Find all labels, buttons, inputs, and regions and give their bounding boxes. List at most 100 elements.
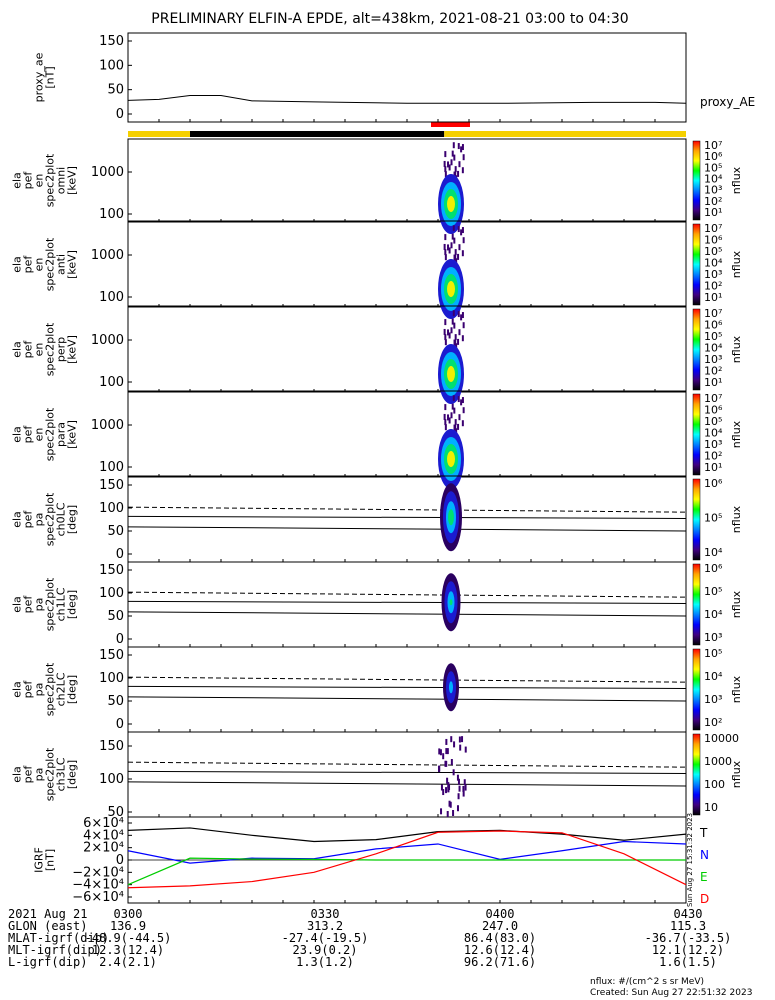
igrf-legend-E: E xyxy=(700,870,708,884)
spectrogram-speckle-anti-21 xyxy=(461,250,464,257)
spectrogram-speckle-omni-0 xyxy=(452,142,455,149)
spectrogram-speckle-ch3-26 xyxy=(452,769,455,776)
footer-label-2: MLAT-igrf(dip) xyxy=(8,931,109,945)
spectrogram-speckle-ch3-34 xyxy=(444,760,447,767)
spectrogram-speckle-para-17 xyxy=(462,407,465,414)
spectrogram-speckle-anti-16 xyxy=(458,244,461,251)
spectrogram-speckle-ch3-23 xyxy=(447,785,450,792)
ylabel-ch0-2: pa xyxy=(33,513,46,527)
spectrogram-speckle-omni-20 xyxy=(457,143,460,150)
spectrogram-speckle-para-2 xyxy=(455,428,458,435)
created-vertical: Sun Aug 27 15:31:32 2023 xyxy=(686,813,694,907)
ylabel-ae-0: proxy_ae xyxy=(33,52,46,102)
colorbar-label-0-1: 10⁶ xyxy=(704,150,723,163)
footer-value-2-0: -48.9(-44.5) xyxy=(85,931,172,945)
spectrogram-speckle-omni-5 xyxy=(454,166,457,173)
spectrogram-speckle-ch3-12 xyxy=(464,746,467,753)
spectrogram-speckle-anti-17 xyxy=(462,237,465,244)
series-line-proxy-ae xyxy=(127,95,687,104)
spectrogram-speckle-ch3-25 xyxy=(461,736,464,743)
spectrogram-speckle-anti-14 xyxy=(451,233,454,240)
spectrogram-speckle-perp-8 xyxy=(457,338,460,345)
colorbar-title-4: nflux xyxy=(730,505,743,533)
spectrogram-speckle-para-7 xyxy=(461,397,464,404)
ytick-ch2-1: 100 xyxy=(99,671,124,686)
ytick-ch2-3: 0 xyxy=(116,717,124,732)
spectrogram-speckle-ch3-14 xyxy=(457,778,460,785)
spectrogram-speckle-ch3-28 xyxy=(458,736,461,743)
colorbar-label-7-0: 10000 xyxy=(704,732,739,745)
ytick-ch2-0: 150 xyxy=(99,648,124,663)
spectrogram-speckle-ch3-11 xyxy=(448,800,451,807)
colorbar-label-2-1: 10⁶ xyxy=(704,319,723,332)
footer-value-4-0: 2.4(2.1) xyxy=(99,955,157,969)
colorbar-label-5-0: 10⁶ xyxy=(704,562,723,575)
spectrogram-speckle-perp-1 xyxy=(450,327,453,334)
ylabel-igrf-1: [nT] xyxy=(44,849,57,871)
spectrogram-speckle-anti-0 xyxy=(452,225,455,232)
footer-value-1-2: 247.0 xyxy=(482,919,518,933)
ytick-ch0-2: 50 xyxy=(107,524,124,539)
colorbar-label-6-2: 10³ xyxy=(704,693,722,706)
ylabel-omni-0: ela xyxy=(11,172,24,189)
colorbar-label-3-5: 10² xyxy=(704,450,722,463)
colorbar-label-6-3: 10² xyxy=(704,716,722,729)
colorbar-label-5-3: 10³ xyxy=(704,631,722,644)
spectrogram-speckle-ch3-33 xyxy=(452,810,455,817)
spectrogram-speckle-ch3-3 xyxy=(456,774,459,781)
ylabel-perp-3: spec2plot xyxy=(44,322,57,376)
colorbar-label-2-0: 10⁷ xyxy=(704,307,722,320)
ytick-ch0-3: 0 xyxy=(116,547,124,562)
spectrogram-speckle-omni-13 xyxy=(444,151,447,158)
units-note: nflux: #/(cm^2 s sr MeV) xyxy=(590,977,704,987)
ylabel-para-2: en xyxy=(33,428,46,442)
ylabel-ch0-1: pef xyxy=(22,510,35,529)
pa-core-ch2-2 xyxy=(449,681,453,694)
footer-value-0-1: 0330 xyxy=(311,907,340,921)
ytick-anti-1: 100 xyxy=(99,290,124,305)
ytick-ch1-2: 50 xyxy=(107,609,124,624)
ytick-para-0: 1000 xyxy=(91,418,124,433)
spectrogram-core-perp-3 xyxy=(447,366,455,382)
ylabel-perp-4: perp xyxy=(55,337,68,362)
spectrogram-speckle-perp-12 xyxy=(444,339,447,346)
spectrogram-speckle-perp-19 xyxy=(444,334,447,341)
colorbar-label-3-6: 10¹ xyxy=(704,461,722,474)
colorbar-title-2: nflux xyxy=(730,335,743,363)
spectrogram-speckle-anti-8 xyxy=(457,253,460,260)
colorbar-5 xyxy=(692,563,701,646)
colorbar-label-6-0: 10⁵ xyxy=(704,647,722,660)
colorbar-title-7: nflux xyxy=(730,760,743,788)
spectrogram-speckle-para-8 xyxy=(457,423,460,430)
footer-value-1-0: 136.9 xyxy=(110,919,146,933)
spectrogram-speckle-perp-5 xyxy=(454,334,457,341)
panels-group: proxy_ae[nT]150100500elapefenspec2plotom… xyxy=(8,32,755,969)
spectrogram-speckle-para-14 xyxy=(451,403,454,410)
ylabel-ch1-2: pa xyxy=(33,598,46,612)
spectrogram-speckle-perp-4 xyxy=(447,329,450,336)
spectrogram-speckle-omni-11 xyxy=(443,160,446,167)
ytick-ch1-3: 0 xyxy=(116,632,124,647)
spectrogram-speckle-anti-2 xyxy=(455,258,458,265)
spectrogram-speckle-para-5 xyxy=(454,419,457,426)
spectrogram-speckle-omni-15 xyxy=(460,146,463,153)
footer-value-4-2: 96.2(71.6) xyxy=(464,955,536,969)
loss-cone-90-ch0 xyxy=(127,515,687,519)
footer-label-0: 2021 Aug 21 xyxy=(8,907,87,921)
loss-cone-lower-ch3 xyxy=(127,781,687,787)
ylabel-ch3-0: ela xyxy=(11,766,24,783)
ylabel-ch0-5: [deg] xyxy=(66,505,79,534)
colorbar-label-4-0: 10⁶ xyxy=(704,477,723,490)
ylabel-para-5: [keV] xyxy=(66,420,79,449)
spectrogram-speckle-perp-0 xyxy=(452,310,455,317)
igrf-series-D xyxy=(127,830,687,889)
colorbar-label-6-1: 10⁴ xyxy=(704,670,723,683)
footer-value-1-1: 313.2 xyxy=(307,919,343,933)
spectrogram-speckle-ch3-9 xyxy=(446,748,449,755)
spectrogram-speckle-para-21 xyxy=(461,420,464,427)
ylabel-anti-2: en xyxy=(33,258,46,272)
colorbar-label-2-2: 10⁵ xyxy=(704,330,722,343)
footer-value-4-3: 1.6(1.5) xyxy=(659,955,717,969)
spectrogram-speckle-ch3-39 xyxy=(446,777,449,784)
panel-frame-perp xyxy=(127,306,687,393)
